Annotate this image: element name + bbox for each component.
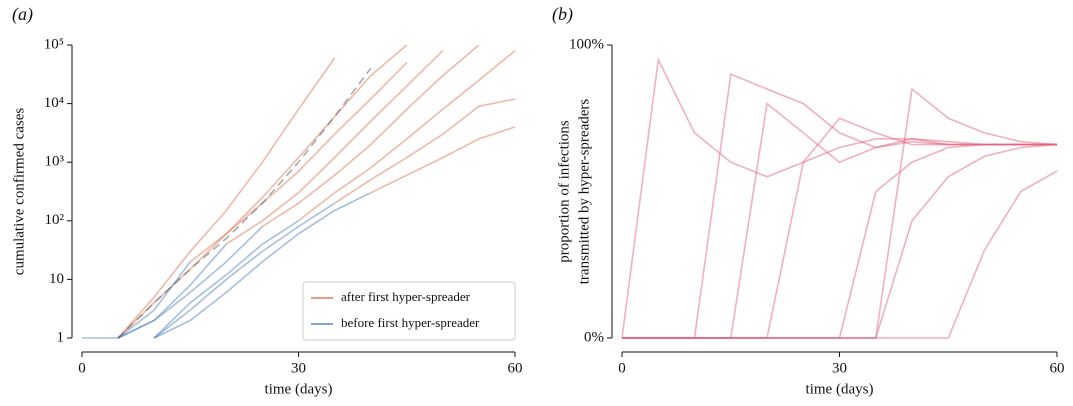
data-line	[622, 143, 1058, 339]
y-tick-label: 10	[49, 271, 64, 287]
y-tick-label: 10⁵	[44, 36, 64, 52]
x-tick-label: 0	[78, 360, 86, 376]
data-line	[622, 73, 1057, 339]
data-line	[261, 44, 480, 228]
x-axis-label: time (days)	[265, 381, 333, 397]
plot-area	[621, 56, 1058, 339]
x-tick-label: 30	[832, 360, 847, 376]
plot-area	[82, 44, 516, 339]
data-line	[225, 50, 444, 245]
data-line	[189, 62, 408, 263]
y-axis-label: proportion of infections	[556, 120, 572, 263]
data-line	[334, 98, 516, 204]
data-line	[370, 126, 516, 194]
y-tick-label: 10⁴	[44, 95, 64, 111]
data-line	[153, 202, 336, 339]
x-tick-label: 60	[508, 360, 523, 376]
data-line	[298, 50, 516, 222]
legend-label: before first hyper-spreader	[341, 315, 480, 330]
data-line	[622, 143, 1057, 339]
data-line	[153, 220, 299, 339]
legend-label: after first hyper-spreader	[341, 289, 471, 304]
x-tick-label: 0	[618, 360, 626, 376]
panel-label: (a)	[12, 4, 33, 25]
y-axis-label: transmitted by hyper-spreaders	[576, 99, 592, 285]
data-line	[117, 57, 336, 339]
data-line	[82, 261, 191, 339]
data-line	[622, 102, 1057, 339]
data-line	[117, 225, 263, 339]
data-line	[117, 67, 372, 339]
y-tick-label: 100%	[569, 36, 604, 52]
y-tick-label: 1	[57, 329, 65, 345]
x-tick-label: 30	[291, 360, 306, 376]
data-line	[621, 56, 1057, 339]
x-axis-label: time (days)	[806, 381, 874, 397]
y-tick-label: 10³	[45, 154, 65, 170]
x-tick-label: 60	[1050, 360, 1065, 376]
data-line	[622, 170, 1058, 339]
data-line	[622, 117, 1057, 339]
panel-label: (b)	[552, 4, 573, 25]
y-axis-label: cumulative confirmed cases	[11, 108, 27, 276]
y-tick-label: 10²	[45, 212, 65, 228]
y-tick-label: 0%	[584, 329, 604, 345]
legend-box	[302, 281, 516, 341]
data-line	[622, 87, 1058, 339]
data-line	[153, 192, 372, 339]
